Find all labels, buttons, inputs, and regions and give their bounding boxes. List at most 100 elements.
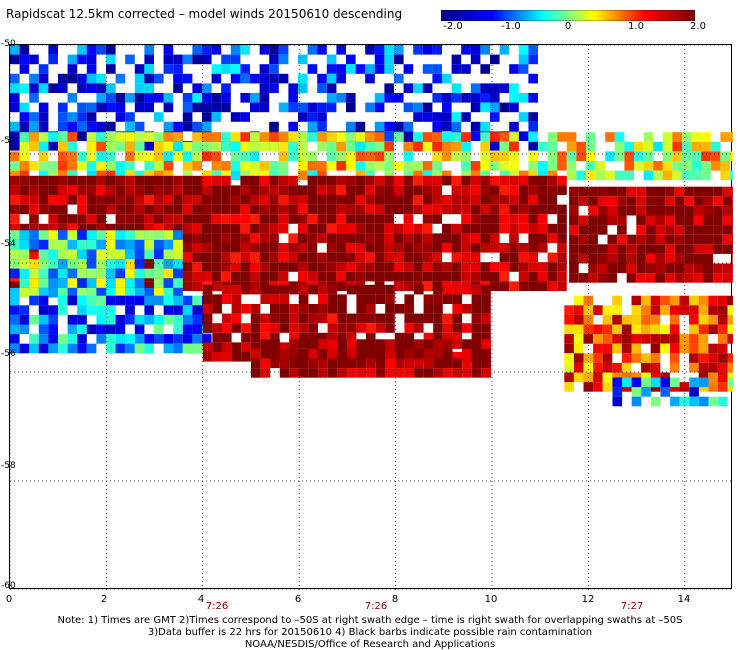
wind-cell-band-6 xyxy=(279,323,290,333)
wind-cell-band-1 xyxy=(259,170,270,181)
wind-cell-band-1 xyxy=(490,132,500,142)
wind-cell-band-8 xyxy=(593,324,603,335)
wind-cell-band-2 xyxy=(202,175,212,186)
wind-cell-band-2 xyxy=(461,175,471,186)
wind-cell-band-9 xyxy=(650,396,661,407)
wind-cell-band-5 xyxy=(29,295,39,306)
wind-cell-band-2 xyxy=(326,271,337,282)
wind-cell-band-6 xyxy=(433,294,443,304)
wind-cell-band-5 xyxy=(38,305,49,315)
wind-cell-band-9 xyxy=(670,377,680,388)
wind-cell-band-1 xyxy=(470,170,481,181)
wind-cell-band-2 xyxy=(374,175,385,186)
wind-cell-band-6 xyxy=(202,294,213,304)
wind-cell-band-7 xyxy=(318,358,328,369)
wind-cell-band-7 xyxy=(375,358,386,369)
wind-cell-band-2 xyxy=(557,185,567,195)
wind-cell-band-2 xyxy=(250,233,260,243)
wind-cell-band-2 xyxy=(298,185,308,195)
wind-cell-band-0 xyxy=(115,112,126,122)
wind-cell-band-3 xyxy=(674,253,685,264)
wind-cell-band-2 xyxy=(374,223,385,234)
wind-cell-band-8 xyxy=(650,334,661,344)
wind-cell-band-6 xyxy=(241,332,251,343)
wind-cell-band-0 xyxy=(67,54,78,65)
wind-cell-band-5 xyxy=(48,334,58,344)
wind-cell-band-2 xyxy=(336,223,346,234)
wind-cell-band-2 xyxy=(19,185,30,195)
wind-cell-band-1 xyxy=(346,151,356,161)
wind-cell-band-6 xyxy=(385,284,395,295)
wind-cell-band-1 xyxy=(173,132,183,142)
wind-cell-band-2 xyxy=(125,214,135,224)
wind-cell-band-3 xyxy=(674,215,685,226)
wind-cell-band-6 xyxy=(222,332,232,343)
wind-cell-band-7 xyxy=(433,339,443,349)
wind-cell-band-3 xyxy=(655,205,666,216)
wind-cell-band-0 xyxy=(10,121,20,132)
wind-cell-band-1 xyxy=(144,132,154,142)
wind-cell-band-2 xyxy=(202,271,212,282)
wind-cell-band-2 xyxy=(269,271,279,282)
wind-cell-band-8 xyxy=(612,324,622,335)
wind-cell-band-2 xyxy=(413,185,423,195)
wind-cell-band-1 xyxy=(86,141,97,152)
wind-cell-band-2 xyxy=(365,214,375,224)
wind-cell-band-1 xyxy=(672,141,682,152)
wind-cell-band-1 xyxy=(221,132,231,142)
wind-cell-band-3 xyxy=(674,196,685,206)
wind-cell-band-1 xyxy=(355,132,366,142)
wind-cell-band-0 xyxy=(259,64,270,74)
wind-cell-band-2 xyxy=(269,223,279,234)
wind-cell-band-5 xyxy=(77,324,87,335)
wind-cell-band-2 xyxy=(230,204,241,215)
wind-cell-band-1 xyxy=(125,132,135,142)
wind-cell-band-7 xyxy=(318,368,328,378)
wind-cell-band-6 xyxy=(270,332,280,343)
wind-cell-band-9 xyxy=(660,387,671,397)
wind-cell-band-2 xyxy=(163,185,174,195)
wind-cell-band-2 xyxy=(413,271,423,282)
wind-cell-band-1 xyxy=(394,132,404,142)
wind-cell-band-2 xyxy=(346,214,356,224)
wind-cell-band-8 xyxy=(727,353,733,363)
wind-cell-band-4 xyxy=(154,268,164,279)
wind-cell-band-6 xyxy=(279,284,290,295)
wind-cell-band-4 xyxy=(67,259,78,269)
wind-cell-band-1 xyxy=(336,161,346,171)
wind-cell-band-2 xyxy=(528,281,538,291)
wind-cell-band-7 xyxy=(289,348,299,359)
wind-cell-band-5 xyxy=(86,343,97,354)
wind-cell-band-1 xyxy=(701,132,711,142)
wind-cell-band-2 xyxy=(259,223,270,234)
wind-cell-band-8 xyxy=(641,372,651,383)
wind-cell-band-1 xyxy=(662,170,673,181)
wind-cell-band-1 xyxy=(691,161,702,171)
wind-cell-band-2 xyxy=(317,223,327,234)
wind-cell-band-5 xyxy=(182,295,193,306)
wind-cell-band-0 xyxy=(422,64,433,74)
wind-cell-band-2 xyxy=(134,214,145,224)
wind-cell-band-5 xyxy=(58,305,68,315)
wind-cell-band-1 xyxy=(106,161,116,171)
wind-cell-band-0 xyxy=(374,54,385,65)
wind-cell-band-8 xyxy=(650,305,661,315)
wind-cell-band-7 xyxy=(471,368,482,378)
wind-cell-band-5 xyxy=(192,324,202,335)
wind-cell-band-0 xyxy=(480,93,490,103)
wind-cell-band-6 xyxy=(394,304,405,314)
wind-cell-band-1 xyxy=(182,151,193,161)
wind-cell-band-7 xyxy=(347,339,357,349)
wind-cell-band-7 xyxy=(404,358,415,369)
wind-cell-band-8 xyxy=(717,353,728,363)
wind-cell-band-2 xyxy=(134,204,145,215)
wind-cell-band-8 xyxy=(593,305,603,315)
wind-cell-band-5 xyxy=(77,334,87,344)
wind-cell-band-6 xyxy=(385,323,395,333)
wind-cell-band-6 xyxy=(346,323,357,333)
wind-cell-band-2 xyxy=(432,204,442,215)
wind-cell-band-5 xyxy=(86,295,97,306)
wind-cell-band-1 xyxy=(499,141,510,152)
wind-cell-band-2 xyxy=(77,195,87,205)
wind-cell-band-1 xyxy=(614,141,625,152)
